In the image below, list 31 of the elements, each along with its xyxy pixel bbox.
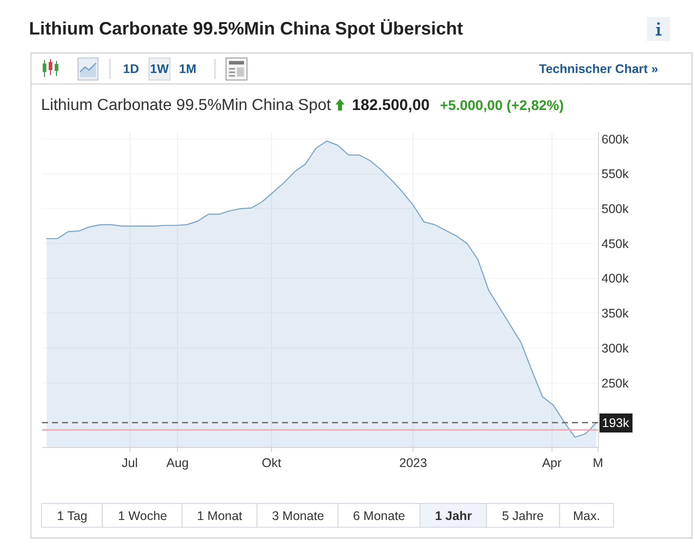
y-tick-label: 500k	[602, 202, 630, 216]
y-tick-label: 600k	[602, 132, 630, 146]
x-tick-label: M	[592, 456, 604, 470]
text: 3 Monate	[272, 509, 324, 523]
y-tick-label: 300k	[602, 341, 630, 356]
y-tick-label: 450k	[602, 236, 630, 251]
x-tick-label: 2023	[399, 456, 428, 470]
x-tick-label: Jul	[122, 456, 138, 470]
ref-line-label: 193k	[602, 416, 630, 430]
text: 6 Monate	[353, 509, 406, 523]
x-tick-label: Apr	[542, 456, 562, 470]
text: +5.000,00 (+2,82%)	[440, 97, 564, 113]
text: 5 Jahre	[502, 509, 544, 523]
chart-subtitle: Lithium Carbonate 99.5%Min China Spot	[41, 97, 332, 114]
text: 1 Tag	[57, 509, 88, 523]
text: 1W	[150, 62, 169, 76]
text: 1 Jahr	[435, 509, 472, 523]
y-tick-label: 400k	[602, 272, 630, 286]
y-tick-label: 550k	[602, 167, 630, 182]
text: 1M	[179, 62, 196, 76]
text: Technischer Chart »	[539, 62, 658, 76]
y-tick-label: 350k	[602, 306, 630, 321]
x-tick-label: Aug	[166, 456, 189, 470]
y-tick-label: 250k	[602, 376, 630, 390]
text: 182.500,00	[352, 97, 430, 114]
text: 1 Woche	[118, 509, 168, 523]
x-tick-label: Okt	[262, 456, 282, 470]
text: 1D	[123, 62, 139, 76]
text: Max.	[573, 509, 600, 523]
text: 1 Monat	[197, 509, 243, 523]
chart-title: Lithium Carbonate 99.5%Min China Spot Übersicht	[29, 18, 464, 38]
